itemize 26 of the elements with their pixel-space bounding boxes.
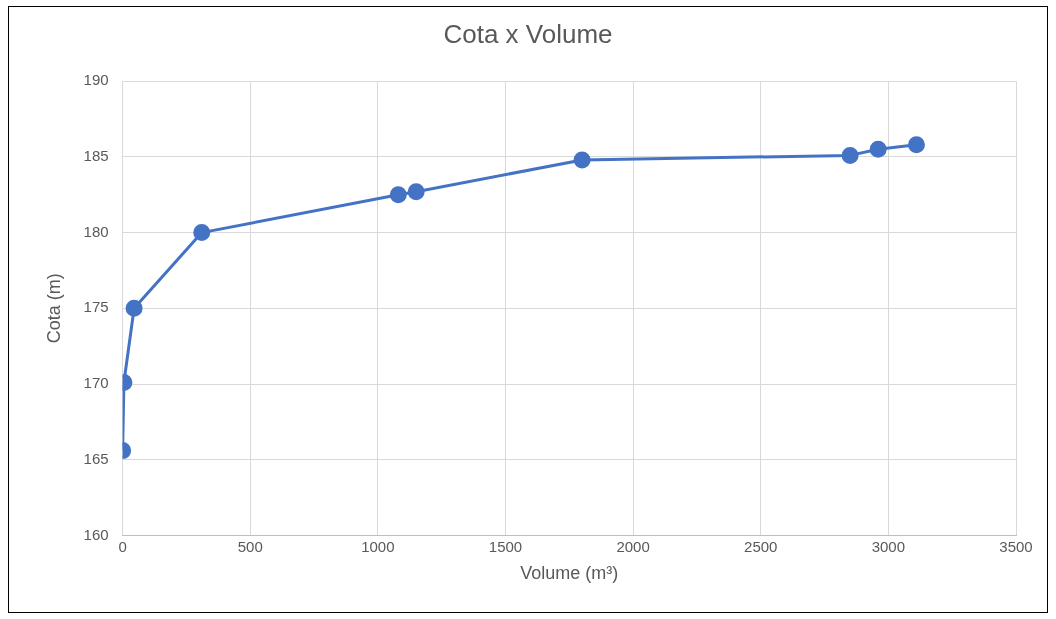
point [407,183,425,201]
y-tick-label: 185 [83,147,109,165]
x-tick-label: 500 [237,537,263,555]
point [573,151,591,169]
x-tick-label: 3000 [871,537,906,555]
point [125,299,143,317]
point [907,136,925,154]
x-tick-label: 3500 [999,537,1033,555]
x-tick-label: 1500 [488,537,523,555]
x-tick-label: 2000 [616,537,650,555]
y-tick-label: 170 [83,374,109,392]
y-tick-label: 175 [83,298,109,316]
y-tick-label: 190 [83,71,109,89]
x-tick-label: 2500 [744,537,778,555]
point [869,140,887,158]
point [193,224,211,242]
x-tick-label: 1000 [361,537,395,555]
y-axis-title: Cota (m) [43,273,64,344]
point [841,146,859,164]
y-tick-label: 180 [83,222,109,240]
y-tick-label: 160 [83,525,109,543]
x-axis-title: Volume (m³) [520,563,619,584]
point [389,186,407,204]
y-tick-label: 165 [83,449,109,467]
chart-title: Cota x Volume [443,18,613,49]
x-tick-label: 0 [118,537,127,555]
